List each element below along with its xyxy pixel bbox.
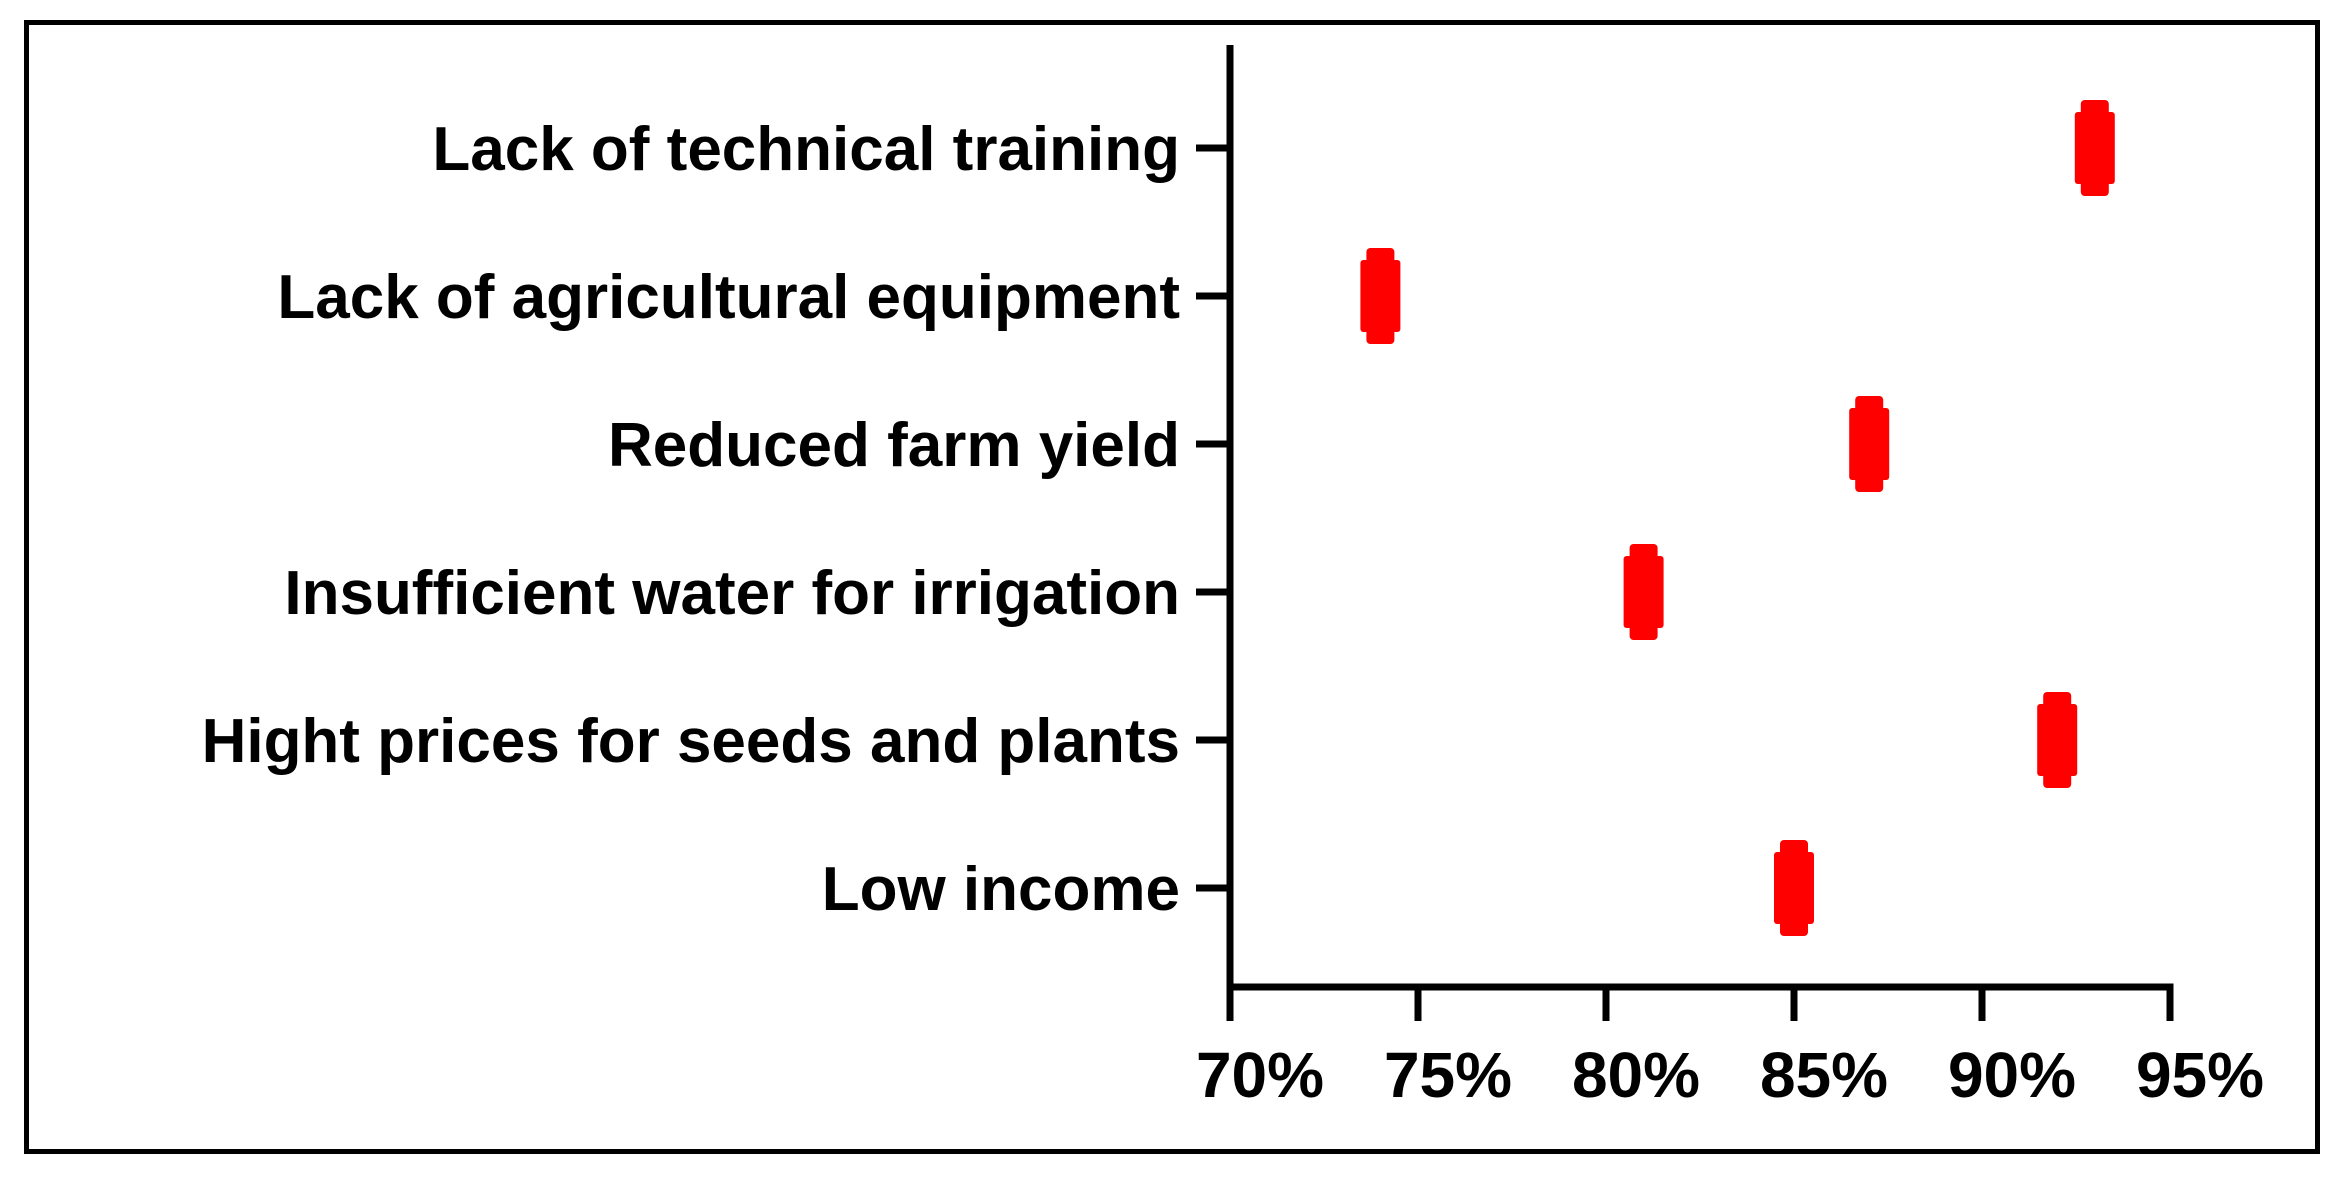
- x-tick-labels: 70% 75% 80% 85% 90% 95%: [1196, 1039, 2264, 1111]
- x-tick-label: 95%: [2136, 1039, 2264, 1111]
- x-tick-label: 70%: [1196, 1039, 1324, 1111]
- category-label: Lack of technical training: [432, 115, 1180, 184]
- x-tick-label: 75%: [1384, 1039, 1512, 1111]
- data-markers: [1360, 100, 2115, 936]
- x-tick-label: 90%: [1948, 1039, 2076, 1111]
- axes: [1196, 45, 2174, 1021]
- category-label: Lack of agricultural equipment: [277, 263, 1180, 332]
- category-label: Low income: [822, 855, 1180, 924]
- data-point: [2074, 100, 2115, 196]
- data-point: [1623, 544, 1664, 640]
- category-label: Reduced farm yield: [608, 411, 1180, 480]
- x-tick-label: 80%: [1572, 1039, 1700, 1111]
- chart-frame: [24, 20, 2320, 1154]
- x-tick-label: 85%: [1760, 1039, 1888, 1111]
- category-labels: Lack of technical training Lack of agricu…: [202, 115, 1180, 924]
- data-point: [2037, 692, 2078, 788]
- data-point: [1360, 248, 1401, 344]
- data-point: [1849, 396, 1890, 492]
- category-label: Hight prices for seeds and plants: [202, 707, 1180, 776]
- data-point: [1774, 840, 1814, 936]
- category-label: Insufficient water for irrigation: [284, 559, 1180, 628]
